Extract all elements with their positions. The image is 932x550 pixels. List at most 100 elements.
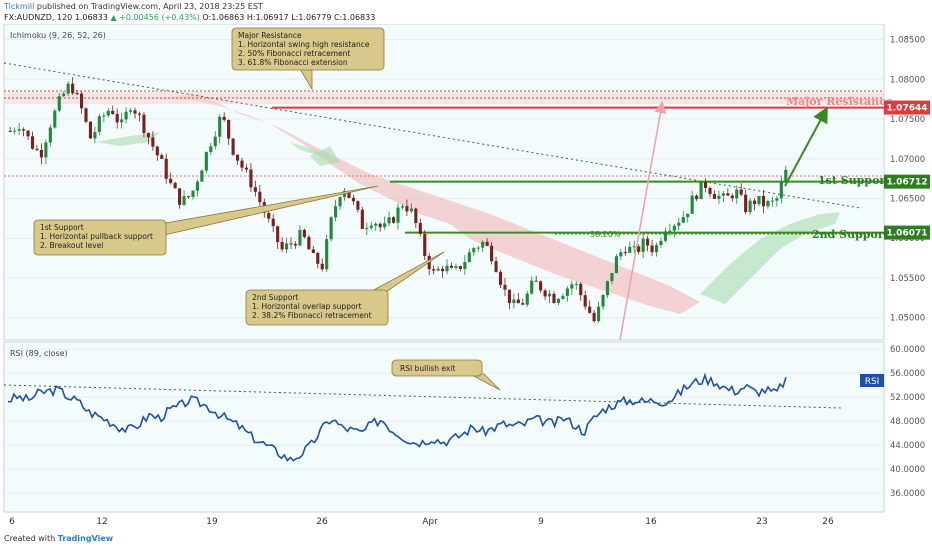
candle-body bbox=[512, 299, 516, 304]
candle-body bbox=[708, 188, 712, 194]
second-support-price-tag bbox=[884, 225, 930, 240]
candle-body bbox=[391, 217, 396, 223]
price-tick-label: 1.06500 bbox=[890, 194, 925, 204]
price-tick-label: 1.07500 bbox=[890, 115, 925, 125]
ichimoku-label[interactable]: Ichimoku (9, 26, 52, 26) bbox=[10, 31, 106, 40]
candle-body bbox=[534, 280, 538, 282]
candle-body bbox=[115, 113, 119, 123]
candle-body bbox=[432, 269, 436, 271]
candle-body bbox=[472, 248, 476, 253]
candle-body bbox=[137, 113, 142, 115]
time-axis[interactable]: 6 12 19 26 Apr 9 16 23 26 bbox=[9, 517, 834, 527]
candle-body bbox=[490, 245, 494, 262]
candle-body bbox=[369, 225, 373, 228]
time-tick-label: 23 bbox=[756, 517, 767, 527]
price-tick-label: 1.08500 bbox=[890, 36, 925, 46]
rsi-tick-label: 40.0000 bbox=[890, 465, 925, 475]
candle-body bbox=[44, 142, 48, 158]
last-price: 1.06833 bbox=[74, 13, 108, 22]
candle-body bbox=[757, 196, 761, 205]
major-resistance-text: Major Resistance bbox=[786, 95, 893, 108]
candle-body bbox=[681, 217, 685, 223]
candle-body bbox=[13, 130, 17, 132]
rsi-grid bbox=[4, 348, 884, 494]
candle-body bbox=[35, 148, 39, 150]
chart-canvas[interactable]: 38.20% Major Resistance 1st Support 2nd … bbox=[0, 24, 932, 532]
rsi-tick-label: 48.0000 bbox=[890, 417, 925, 427]
candle-body bbox=[628, 246, 632, 253]
annotation-line: 2. Breakout level bbox=[40, 241, 103, 250]
brand-name[interactable]: Tickmill bbox=[4, 2, 35, 11]
candle-body bbox=[62, 93, 66, 97]
candle-body bbox=[347, 190, 351, 198]
candle-body bbox=[97, 116, 101, 132]
annotation-line: 2. 50% Fibonacci retracement bbox=[238, 49, 350, 58]
candle-body bbox=[360, 209, 364, 229]
candle-body bbox=[8, 130, 12, 132]
annotation-title: 1st Support bbox=[40, 223, 84, 232]
fib-382-label: 38.20% bbox=[590, 230, 621, 239]
candle-body bbox=[244, 167, 249, 170]
price-grid bbox=[4, 39, 884, 319]
candle-body bbox=[619, 252, 623, 257]
candle-body bbox=[267, 212, 271, 219]
annotation-line: 1. Horizontal pullback support bbox=[40, 232, 153, 241]
candle-body bbox=[579, 283, 583, 296]
candle-body bbox=[543, 290, 547, 297]
candle-body bbox=[646, 238, 650, 246]
candle-body bbox=[441, 268, 445, 272]
candle-body bbox=[106, 110, 110, 116]
candle-body bbox=[418, 222, 422, 235]
candle-body bbox=[445, 265, 449, 272]
annotation-second-support: 2nd Support 1. Horizontal overlap suppor… bbox=[245, 251, 445, 326]
candle-body bbox=[120, 119, 124, 123]
candle-body bbox=[387, 217, 391, 224]
time-tick-label: 26 bbox=[316, 517, 328, 527]
candle-body bbox=[547, 293, 552, 297]
candle-body bbox=[695, 195, 699, 200]
candle-body bbox=[583, 295, 587, 307]
candles bbox=[8, 77, 788, 323]
candle-body bbox=[463, 262, 467, 269]
candle-body bbox=[249, 169, 253, 188]
candle-body bbox=[182, 196, 186, 205]
candle-body bbox=[449, 265, 454, 268]
annotation-line: 3. 61.8% Fibonacci extension bbox=[238, 58, 348, 67]
candle-body bbox=[271, 218, 275, 227]
resistance-price-label: 1.07644 bbox=[887, 104, 928, 114]
candle-body bbox=[641, 238, 645, 252]
candle-body bbox=[325, 239, 329, 270]
rsi-tag-label: RSI bbox=[865, 377, 880, 387]
rsi-axis[interactable]: 60.0000 56.0000 52.0000 48.0000 44.0000 40.00… bbox=[890, 345, 925, 499]
annotation-line: 1. Horizontal swing high resistance bbox=[238, 40, 370, 49]
time-tick-label: 9 bbox=[538, 517, 544, 527]
candle-body bbox=[293, 243, 298, 246]
candle-body bbox=[334, 206, 338, 218]
tradingview-logo[interactable]: TradingView bbox=[57, 534, 114, 543]
candle-body bbox=[507, 289, 511, 304]
candle-body bbox=[222, 116, 226, 120]
candle-body bbox=[748, 200, 752, 213]
time-tick-label: 26 bbox=[822, 517, 834, 527]
symbol-line: FX:AUDNZD, 120 1.06833 ▲ +0.00456 (+0.43… bbox=[4, 13, 375, 22]
symbol[interactable]: FX:AUDNZD, 120 bbox=[4, 13, 73, 22]
candle-body bbox=[204, 152, 208, 171]
candle-body bbox=[209, 146, 213, 153]
rsi-tick-label: 56.0000 bbox=[890, 369, 925, 379]
candle-body bbox=[605, 281, 610, 295]
rsi-indicator-label[interactable]: RSI (89, close) bbox=[10, 349, 68, 358]
candle-body bbox=[485, 241, 489, 246]
second-support-text: 2nd Support bbox=[812, 228, 890, 241]
candle-body bbox=[151, 137, 155, 147]
candle-body bbox=[173, 182, 177, 189]
candle-body bbox=[498, 271, 503, 285]
candle-body bbox=[164, 158, 168, 179]
candle-body bbox=[601, 294, 605, 307]
candle-body bbox=[414, 208, 418, 223]
candle-body bbox=[133, 110, 137, 114]
candle-body bbox=[677, 222, 681, 226]
candle-body bbox=[614, 256, 618, 274]
price-change: ▲ +0.00456 (+0.43%) bbox=[110, 13, 200, 22]
resistance-price-tag bbox=[884, 100, 930, 115]
candle-body bbox=[235, 154, 240, 161]
